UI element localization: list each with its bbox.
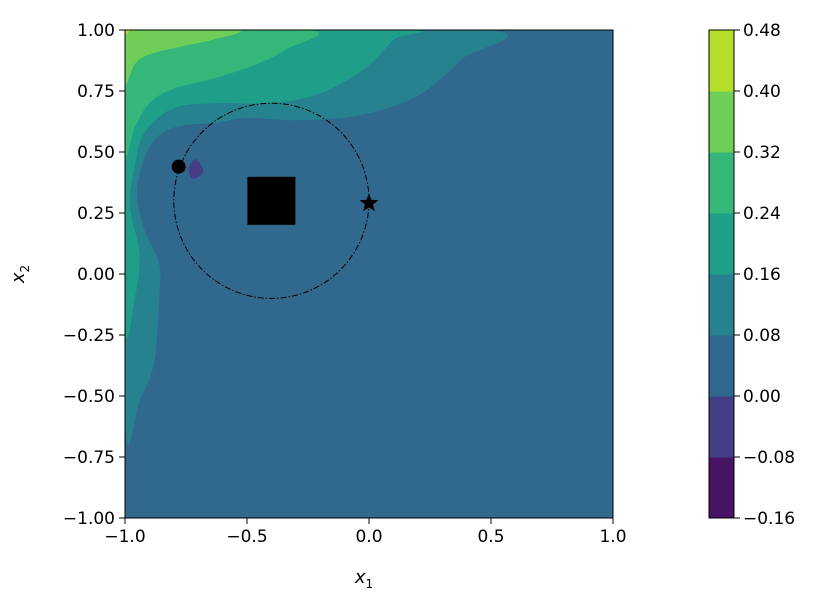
x-tick-label: 0.0 <box>355 527 382 547</box>
colorbar-tick-label: 0.24 <box>743 204 781 224</box>
y-axis-ticks: −1.00 −0.75 −0.50 −0.25 0.00 0.25 0.50 0.75 1.00 <box>63 21 125 529</box>
contour-region-level-2-1 <box>152 146 592 373</box>
y-tick-label: 0.25 <box>77 204 115 224</box>
contour-region-level-2-2 <box>603 175 613 306</box>
colorbar-tick-label: 0.32 <box>743 143 781 163</box>
colorbar-tick-label: −0.16 <box>743 509 795 529</box>
colorbar-band <box>709 274 734 336</box>
colorbar-tick-label: 0.00 <box>743 387 781 407</box>
colorbar-band <box>709 335 734 397</box>
y-tick-label: 0.00 <box>77 265 115 285</box>
y-tick-label: −0.50 <box>63 387 115 407</box>
y-tick-label: −0.75 <box>63 448 115 468</box>
colorbar-tick-label: 0.48 <box>743 21 781 41</box>
x-tick-label: 1.0 <box>599 527 626 547</box>
colorbar-ticks: −0.16 −0.08 0.00 0.08 0.16 0.24 0.32 0.40 0.48 <box>734 21 795 529</box>
colorbar-band <box>709 457 734 519</box>
x-axis-label: x1 <box>354 567 373 591</box>
y-tick-label: −1.00 <box>63 509 115 529</box>
colorbar <box>709 30 734 519</box>
square-marker <box>247 176 296 225</box>
colorbar-band <box>709 152 734 214</box>
y-tick-label: −0.25 <box>63 326 115 346</box>
x-tick-label: −0.5 <box>226 527 267 547</box>
y-axis-label: x2 <box>8 265 32 284</box>
contour-region-level-5-5 <box>125 30 320 157</box>
colorbar-band <box>709 396 734 458</box>
contour-region-level-1-0 <box>188 159 204 179</box>
x-tick-label: 0.5 <box>477 527 504 547</box>
colorbar-tick-label: −0.08 <box>743 448 795 468</box>
colorbar-band <box>709 30 734 92</box>
x-axis-ticks: −1.0 −0.5 0.0 0.5 1.0 <box>104 518 627 547</box>
x-tick-label: −1.0 <box>104 527 145 547</box>
y-tick-label: 1.00 <box>77 21 115 41</box>
star-marker <box>359 193 379 212</box>
y-tick-label: 0.50 <box>77 143 115 163</box>
y-tick-label: 0.75 <box>77 82 115 102</box>
colorbar-band <box>709 213 734 275</box>
colorbar-tick-label: 0.16 <box>743 265 781 285</box>
dot-marker <box>171 159 186 174</box>
colorbar-band <box>709 91 734 153</box>
contour-region-level-6-6 <box>125 30 241 85</box>
contour-regions <box>125 30 613 446</box>
plot-area <box>125 30 613 518</box>
colorbar-tick-label: 0.08 <box>743 326 781 346</box>
colorbar-tick-label: 0.40 <box>743 82 781 102</box>
contour-region-level-7-7 <box>125 30 130 35</box>
